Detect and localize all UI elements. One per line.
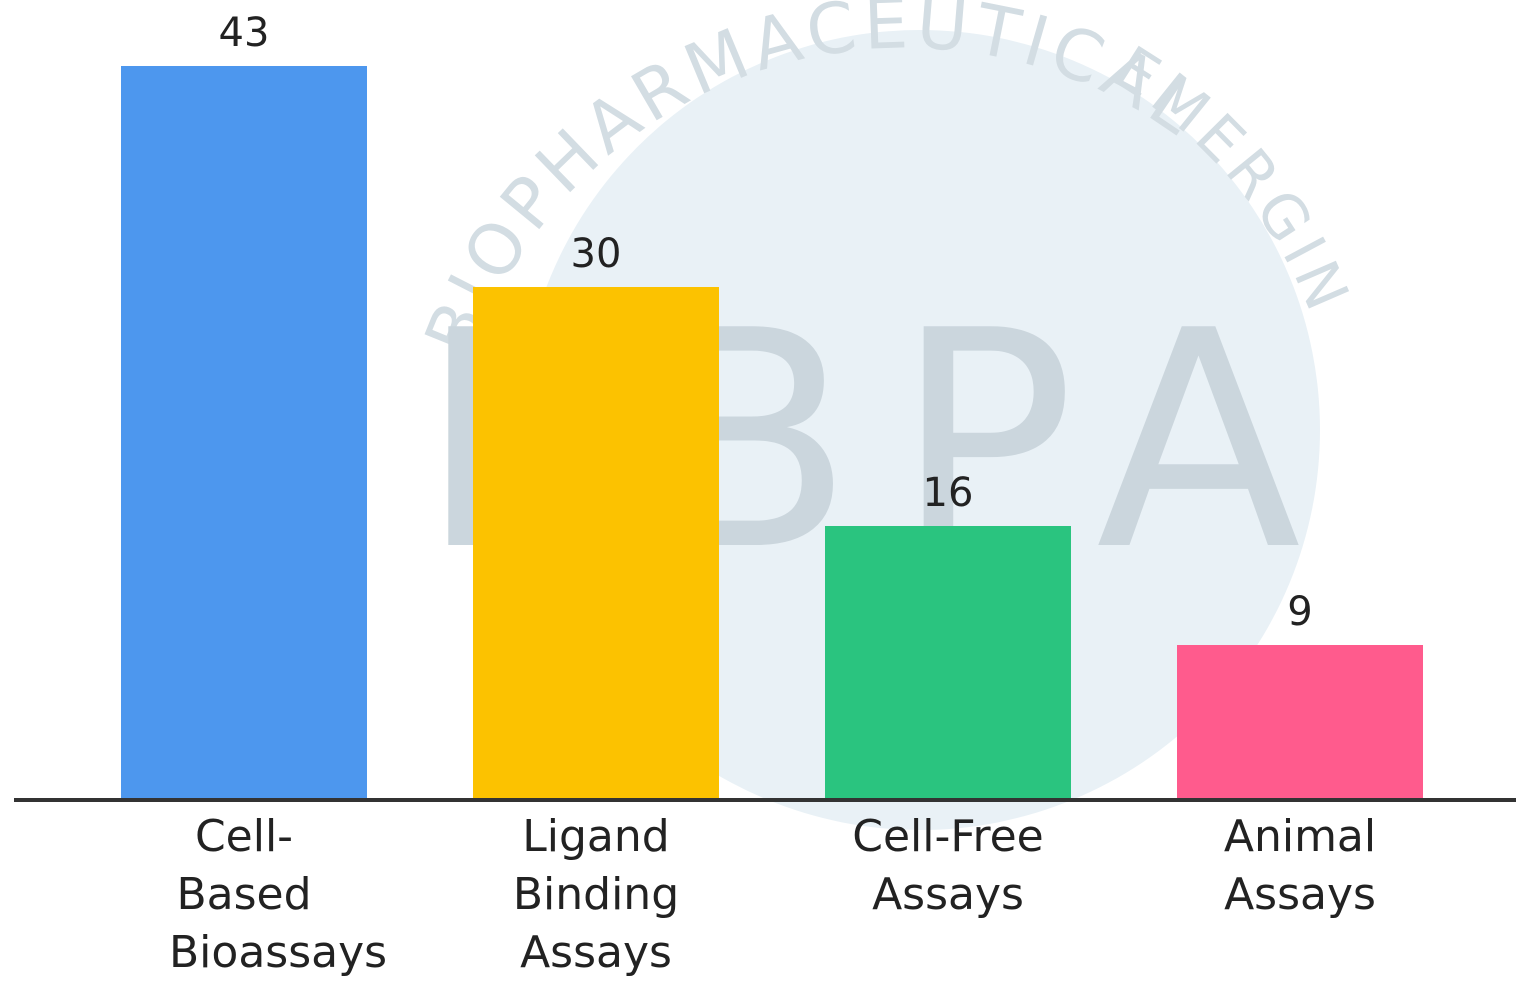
x-axis: [14, 798, 1516, 802]
value-label: 43: [218, 10, 270, 56]
x-tick-label: Ligand Binding Assays: [512, 811, 680, 978]
x-tick-label: Cell-Based Bioassays: [169, 811, 388, 978]
x-tick-label: Cell-Free Assays: [852, 811, 1044, 920]
watermark-globe: [520, 30, 1320, 830]
bar: [824, 525, 1072, 798]
value-label: 30: [570, 231, 622, 278]
bar: [1176, 644, 1424, 798]
bar: [472, 287, 720, 798]
value-label: 16: [922, 469, 974, 516]
x-tick-label: Animal Assays: [1223, 811, 1377, 920]
value-label: 9: [1287, 588, 1313, 635]
bar: [120, 66, 368, 798]
